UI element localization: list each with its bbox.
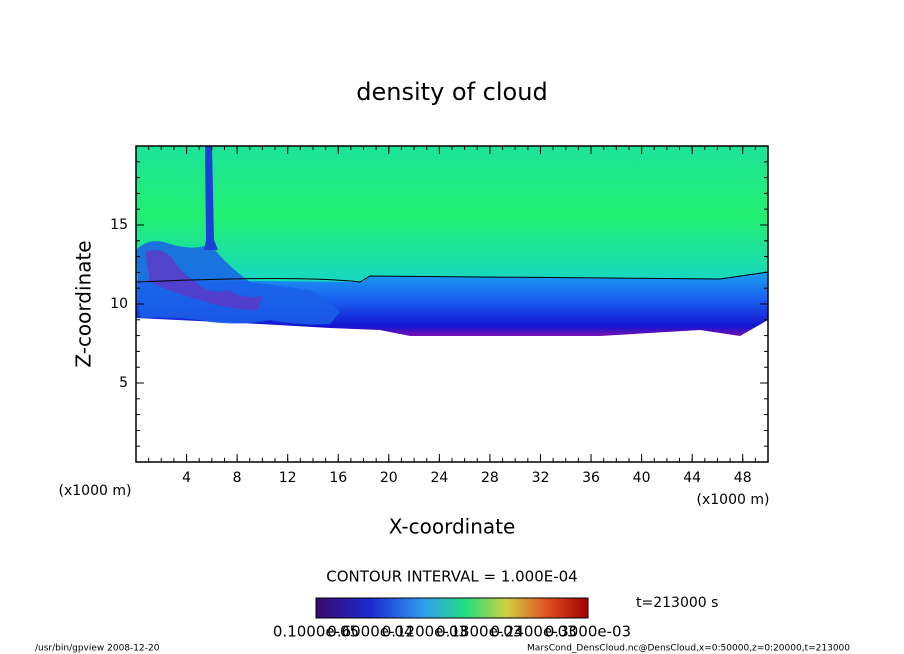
colorbar-label: 0.1800e-03 [436,623,522,641]
colorbar-label: 0.6000e-04 [327,623,413,641]
x-unit-left: (x1000 m) [59,483,132,499]
x-tick-label: 12 [279,470,297,486]
x-axis-title: X-coordinate [389,515,516,539]
x-tick-label: 36 [582,470,600,486]
contour-interval: CONTOUR INTERVAL = 1.000E-04 [326,568,577,586]
x-tick-label: 16 [329,470,347,486]
y-tick-label: 15 [110,217,128,233]
colorbar-label: 0.1200e-03 [382,623,468,641]
x-tick-label: 44 [683,470,701,486]
colorbar [315,597,589,619]
y-axis-title: Z-coordinate [72,240,96,367]
chart-title: density of cloud [356,78,547,106]
footer-right: MarsCond_DensCloud.nc@DensCloud,x=0:5000… [527,644,850,654]
footer-left: /usr/bin/gpview 2008-12-20 [35,644,160,654]
colorbar-label: 0.1000e-05 [273,623,359,641]
x-tick-label: 8 [233,470,242,486]
colorbar-label: 0.3000e-03 [545,623,631,641]
x-unit: (x1000 m) [697,492,770,508]
time-label: t=213000 s [636,595,718,611]
x-tick-label: 48 [734,470,752,486]
x-tick-label: 40 [633,470,651,486]
y-tick-label: 10 [110,296,128,312]
y-tick-label: 5 [119,375,128,391]
x-tick-label: 20 [380,470,398,486]
x-tick-label: 4 [182,470,191,486]
field [135,146,769,336]
colorbar-label: 0.2400e-03 [490,623,576,641]
x-tick-label: 32 [532,470,550,486]
x-tick-label: 24 [430,470,448,486]
x-tick-label: 28 [481,470,499,486]
